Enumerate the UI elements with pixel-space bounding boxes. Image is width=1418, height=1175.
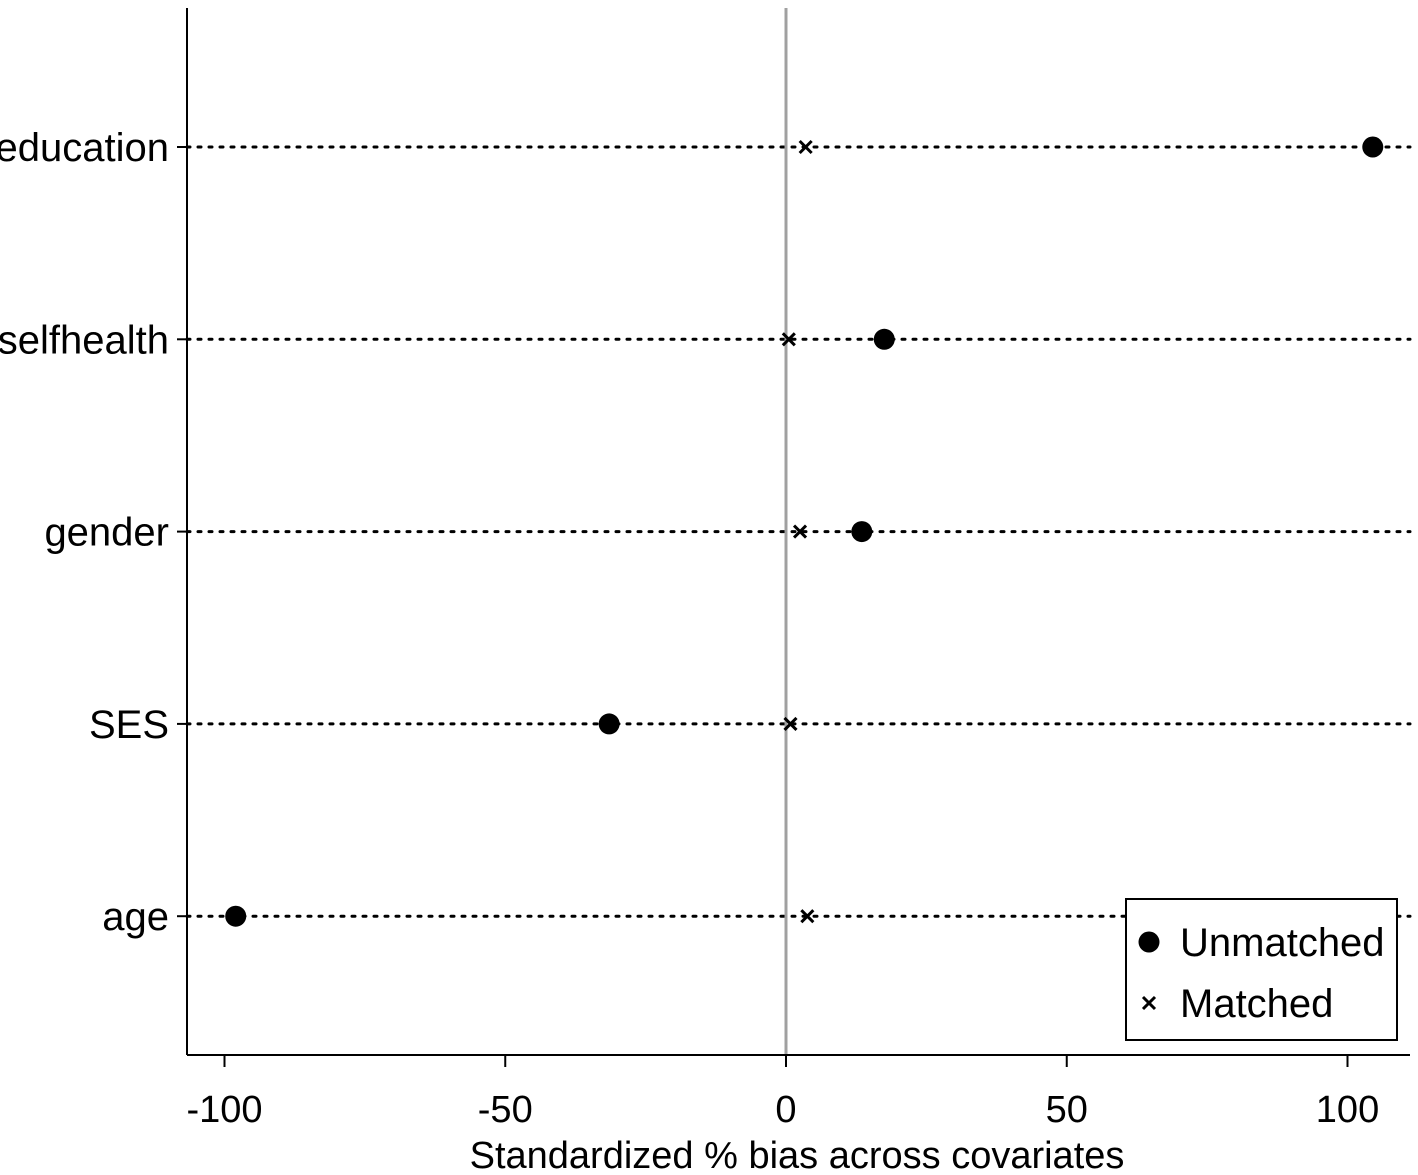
category-label: education: [0, 126, 169, 170]
marker-stroke: [1141, 995, 1157, 1011]
x-tick-label: -50: [478, 1089, 533, 1131]
unmatched-point: [873, 328, 895, 350]
category-label: age: [102, 895, 169, 939]
matched-point: [783, 716, 798, 731]
x-tick-label: 0: [775, 1089, 796, 1131]
marker-stroke: [781, 332, 796, 347]
legend-matched-marker: [1141, 995, 1157, 1011]
x-axis-ticks: -100 -50 0 50 100: [186, 1055, 1379, 1131]
unmatched-point: [851, 521, 873, 543]
x-axis-title: Standardized % bias across covariates: [470, 1135, 1125, 1175]
legend-unmatched-label: Unmatched: [1180, 921, 1385, 965]
category-label: SES: [89, 703, 169, 747]
legend-items: Unmatched Matched: [1138, 921, 1385, 1026]
data-points: [225, 136, 1384, 927]
category-label: gender: [44, 511, 169, 555]
unmatched-point: [225, 905, 247, 927]
unmatched-point: [598, 713, 620, 735]
marker-stroke: [800, 909, 815, 924]
unmatched-point: [1362, 136, 1384, 158]
legend: Unmatched Matched: [1125, 898, 1398, 1041]
marker-stroke: [792, 524, 808, 539]
y-axis-ticks: education selfhealth gender SES age: [0, 126, 187, 939]
matched-point: [792, 524, 808, 539]
x-tick-label: 50: [1046, 1089, 1088, 1131]
legend-matched-label: Matched: [1180, 982, 1333, 1026]
matched-point: [800, 909, 815, 924]
legend-box: [1125, 898, 1398, 1041]
marker-stroke: [798, 139, 813, 155]
marker-stroke: [783, 716, 798, 731]
matched-point: [781, 332, 796, 347]
x-tick-label: -100: [186, 1089, 262, 1131]
matched-point: [798, 139, 813, 155]
x-tick-label: 100: [1316, 1089, 1379, 1131]
category-label: selfhealth: [0, 318, 169, 362]
legend-unmatched-marker: [1138, 931, 1160, 953]
